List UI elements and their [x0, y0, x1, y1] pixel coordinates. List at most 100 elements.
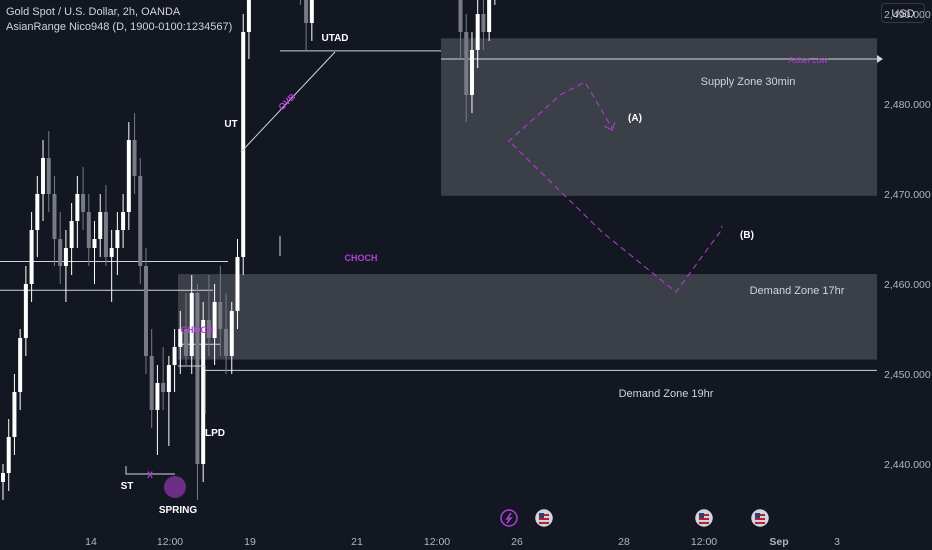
time-tick-label: 26 — [511, 536, 523, 548]
events-layer[interactable] — [500, 509, 769, 527]
candle-body[interactable] — [41, 158, 46, 194]
candle-body[interactable] — [115, 230, 120, 248]
time-tick-label: 21 — [351, 536, 363, 548]
path-a-label: (A) — [628, 113, 642, 124]
candle-body[interactable] — [143, 266, 148, 356]
candle-body[interactable] — [18, 338, 23, 392]
candle-body[interactable] — [246, 0, 251, 32]
candle-body[interactable] — [309, 0, 314, 23]
candle-body[interactable] — [149, 356, 154, 410]
lpd-marker-line — [178, 365, 206, 414]
price-tick-label: 2,490.000 — [884, 9, 931, 21]
candle-body[interactable] — [12, 392, 17, 437]
chart-title: Gold Spot / U.S. Dollar, 2h, OANDA — [6, 6, 181, 18]
candle-body[interactable] — [201, 320, 206, 464]
candle-body[interactable] — [52, 194, 57, 239]
candle-body[interactable] — [206, 320, 211, 338]
price-tick-label: 2,460.000 — [884, 279, 931, 291]
price-tick-label: 2,450.000 — [884, 369, 931, 381]
candle-body[interactable] — [487, 0, 492, 32]
demand-zone-19-label: Demand Zone 19hr — [619, 388, 714, 400]
time-tick-label: 12:00 — [157, 536, 183, 548]
candle-body[interactable] — [1, 473, 5, 482]
price-tick-label: 2,480.000 — [884, 99, 931, 111]
candle-body[interactable] — [109, 248, 114, 257]
candle-body[interactable] — [161, 383, 166, 392]
time-tick-label: 12:00 — [691, 536, 717, 548]
candle-body[interactable] — [184, 329, 189, 356]
choch-label-2: CHOCH — [345, 253, 378, 263]
zones-layer: Supply Zone 30min Demand Zone 17hr Demand … — [178, 38, 877, 400]
candle-body[interactable] — [35, 194, 40, 230]
candle-body[interactable] — [178, 329, 183, 347]
candle-body[interactable] — [481, 14, 486, 32]
event-flag-us-icon[interactable] — [751, 509, 769, 527]
candle-body[interactable] — [75, 194, 80, 221]
candle-body[interactable] — [69, 221, 74, 248]
annotations-layer: UTAD UT LPD ST SPRING CHOCH CHOCH X (A) (B) OVB — [121, 33, 754, 516]
time-tick-label: 19 — [244, 536, 256, 548]
ovb-label: OVB — [276, 91, 297, 112]
time-axis[interactable]: 14 12:00 19 21 12:00 26 28 12:00 Sep 3 — [85, 536, 840, 548]
candle-body[interactable] — [241, 32, 246, 257]
candle-body[interactable] — [46, 158, 51, 194]
candle-body[interactable] — [23, 284, 28, 338]
demand-zone-17hr — [441, 38, 877, 196]
candle-body[interactable] — [98, 212, 103, 239]
candle-body[interactable] — [212, 302, 217, 338]
utad-label: UTAD — [321, 33, 348, 44]
price-tick-label: 2,470.000 — [884, 189, 931, 201]
path-b-label: (B) — [740, 230, 754, 241]
projection-path-b — [511, 143, 723, 293]
candle-body[interactable] — [189, 293, 194, 356]
candle-body[interactable] — [6, 437, 11, 473]
asian-low-axis-marker — [877, 55, 883, 63]
ut-label: UT — [224, 119, 237, 130]
lpd-label: LPD — [205, 428, 225, 439]
choch-label-1: CHOCH — [181, 325, 214, 335]
time-tick-label: Sep — [769, 536, 788, 548]
candle-body[interactable] — [304, 0, 309, 23]
candle-body[interactable] — [235, 257, 240, 311]
candle-body[interactable] — [172, 347, 177, 365]
candle-body[interactable] — [58, 239, 63, 266]
candle-body[interactable] — [155, 383, 160, 410]
candle-body[interactable] — [121, 212, 126, 230]
asian-low-label: Asian Low — [788, 55, 828, 65]
st-spring-bracket — [125, 466, 175, 475]
candle-body[interactable] — [469, 50, 474, 95]
candle-body[interactable] — [29, 230, 34, 284]
candles-layer[interactable] — [1, 0, 514, 500]
spring-label: SPRING — [159, 505, 198, 516]
price-tick-label: 2,440.000 — [884, 459, 931, 471]
candle-body[interactable] — [86, 212, 91, 248]
candle-body[interactable] — [166, 365, 171, 392]
event-flag-us-icon[interactable] — [535, 509, 553, 527]
candle-body[interactable] — [81, 194, 86, 212]
candle-body[interactable] — [103, 212, 108, 257]
price-axis[interactable]: 2,430.0002,440.0002,450.0002,460.0002,47… — [877, 0, 931, 550]
event-flag-us-icon[interactable] — [695, 509, 713, 527]
candle-body[interactable] — [464, 32, 469, 95]
candle-body[interactable] — [475, 14, 480, 50]
candle-body[interactable] — [224, 329, 229, 356]
candle-body[interactable] — [126, 140, 131, 212]
candle-body[interactable] — [138, 176, 143, 266]
event-lightning-icon[interactable] — [500, 509, 518, 527]
demand-zone-19hr — [178, 274, 877, 360]
candle-body[interactable] — [218, 302, 223, 329]
spring-circle — [164, 476, 186, 498]
candle-body[interactable] — [458, 0, 463, 32]
candle-body[interactable] — [92, 239, 97, 248]
time-tick-label: 28 — [618, 536, 630, 548]
candle-body[interactable] — [195, 293, 200, 464]
candle-body[interactable] — [132, 140, 137, 176]
projection-path-a — [507, 81, 613, 143]
candle-body[interactable] — [229, 311, 234, 356]
currency-button[interactable]: USD — [881, 3, 925, 23]
supply-zone-label: Supply Zone 30min — [701, 76, 796, 88]
candle-body[interactable] — [63, 248, 68, 266]
path-a-arrowhead — [603, 121, 616, 131]
indicator-label[interactable]: AsianRange Nico948 (D, 1900-0100:1234567… — [6, 21, 233, 33]
